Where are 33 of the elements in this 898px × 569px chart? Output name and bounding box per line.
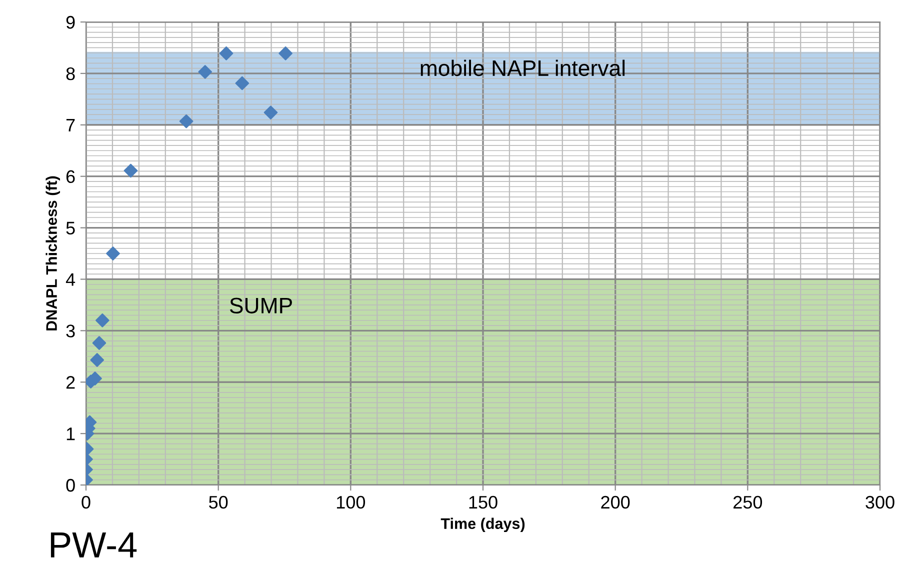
point xyxy=(219,46,234,60)
x-tick-label: 150 xyxy=(469,496,498,509)
y-tick-label: 9 xyxy=(66,16,75,29)
text: PW-4 xyxy=(50,532,137,558)
x-axis-title: Time (days) xyxy=(440,518,525,532)
point xyxy=(235,76,250,90)
y-axis-title: DNAPL Thickness (ft) xyxy=(46,176,60,330)
y-tick-label: 0 xyxy=(66,478,75,492)
point xyxy=(96,313,110,328)
x-tick-label: 0 xyxy=(82,496,90,509)
y-tick-label: 8 xyxy=(66,67,75,80)
y-tick-label: 7 xyxy=(66,119,75,132)
x-tick-label: 200 xyxy=(601,496,630,509)
point xyxy=(92,336,106,350)
point xyxy=(278,46,292,60)
y-tick-label: 3 xyxy=(66,324,75,338)
x-tick-label: 100 xyxy=(336,496,366,509)
band-label: mobile NAPL interval xyxy=(420,60,625,76)
y-tick-label: 5 xyxy=(66,222,75,234)
point xyxy=(264,106,278,120)
y-tick-label: 2 xyxy=(66,376,75,389)
point xyxy=(179,114,194,128)
x-tick-label: 250 xyxy=(734,496,762,509)
point xyxy=(124,164,138,178)
x-tick-label: 50 xyxy=(209,496,228,509)
band-label: SUMP xyxy=(230,298,292,314)
x-tick-label: 300 xyxy=(866,496,894,509)
y-tick-label: 4 xyxy=(66,273,76,286)
point xyxy=(198,64,212,79)
y-tick-label: 6 xyxy=(66,170,75,184)
point xyxy=(106,246,120,260)
point xyxy=(90,353,104,367)
y-tick-label: 1 xyxy=(66,428,75,440)
